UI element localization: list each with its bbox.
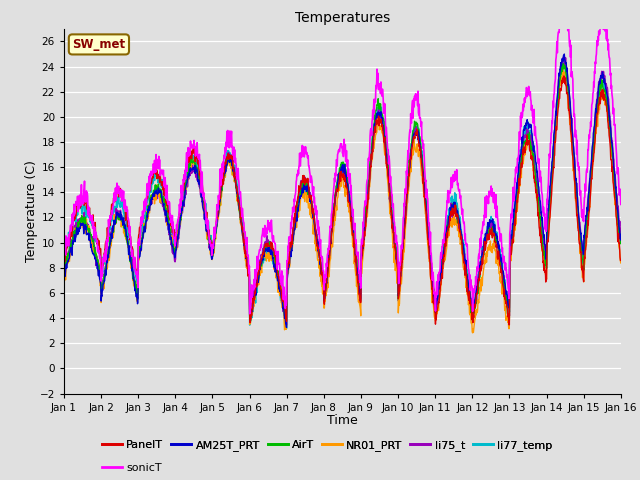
sonicT xyxy=(502,267,509,273)
PanelT xyxy=(560,73,568,79)
AirT xyxy=(184,168,191,174)
X-axis label: Time: Time xyxy=(327,414,358,427)
AirT xyxy=(468,317,476,323)
sonicT xyxy=(246,305,254,311)
NR01_PRT xyxy=(184,176,191,181)
NR01_PRT xyxy=(468,330,476,336)
li75_t xyxy=(246,315,254,321)
NR01_PRT xyxy=(170,249,178,254)
li75_t xyxy=(60,271,68,276)
NR01_PRT xyxy=(617,260,625,266)
sonicT xyxy=(551,79,559,85)
AM25T_PRT xyxy=(60,269,68,275)
AirT xyxy=(429,283,436,288)
AM25T_PRT xyxy=(502,291,509,297)
PanelT xyxy=(502,298,509,304)
Line: PanelT: PanelT xyxy=(64,76,621,325)
sonicT xyxy=(559,0,566,5)
PanelT xyxy=(60,251,68,257)
PanelT xyxy=(170,235,178,240)
PanelT xyxy=(429,294,436,300)
Legend: PanelT, AM25T_PRT, AirT, NR01_PRT, li75_t, li77_temp: PanelT, AM25T_PRT, AirT, NR01_PRT, li75_… xyxy=(97,436,557,456)
NR01_PRT xyxy=(60,278,68,284)
li75_t xyxy=(184,178,191,183)
li77_temp xyxy=(60,253,68,259)
NR01_PRT xyxy=(551,132,559,138)
AM25T_PRT xyxy=(283,324,291,330)
sonicT xyxy=(60,252,68,258)
sonicT xyxy=(617,202,625,207)
li77_temp xyxy=(502,297,509,302)
AM25T_PRT xyxy=(184,173,191,179)
Line: sonicT: sonicT xyxy=(64,2,621,314)
PanelT xyxy=(551,138,559,144)
Line: li77_temp: li77_temp xyxy=(64,60,621,328)
PanelT xyxy=(184,156,191,162)
li77_temp xyxy=(429,283,437,289)
Line: AM25T_PRT: AM25T_PRT xyxy=(64,54,621,327)
li75_t xyxy=(170,252,178,258)
AM25T_PRT xyxy=(551,120,559,126)
AirT xyxy=(502,294,509,300)
sonicT xyxy=(429,270,437,276)
AirT xyxy=(559,61,567,67)
Y-axis label: Temperature (C): Temperature (C) xyxy=(25,160,38,262)
li77_temp xyxy=(561,57,568,62)
AirT xyxy=(617,240,625,246)
Text: SW_met: SW_met xyxy=(72,38,125,51)
li77_temp xyxy=(246,318,254,324)
li77_temp xyxy=(551,130,559,135)
li75_t xyxy=(283,323,291,328)
li77_temp xyxy=(283,325,291,331)
NR01_PRT xyxy=(246,320,254,325)
NR01_PRT xyxy=(429,298,436,303)
NR01_PRT xyxy=(502,317,509,323)
AirT xyxy=(60,270,68,276)
sonicT xyxy=(170,235,178,240)
li77_temp xyxy=(170,237,178,242)
li75_t xyxy=(502,297,509,302)
PanelT xyxy=(246,320,254,325)
li75_t xyxy=(561,55,568,60)
Title: Temperatures: Temperatures xyxy=(295,11,390,25)
AM25T_PRT xyxy=(170,251,178,256)
sonicT xyxy=(184,153,191,158)
AirT xyxy=(551,132,559,138)
AM25T_PRT xyxy=(561,51,568,57)
AM25T_PRT xyxy=(429,285,437,291)
Line: AirT: AirT xyxy=(64,64,621,320)
li75_t xyxy=(617,233,625,239)
AM25T_PRT xyxy=(617,237,625,243)
Line: NR01_PRT: NR01_PRT xyxy=(64,67,621,333)
NR01_PRT xyxy=(559,64,567,70)
Line: li75_t: li75_t xyxy=(64,58,621,325)
li75_t xyxy=(429,291,437,297)
AM25T_PRT xyxy=(246,313,254,319)
sonicT xyxy=(246,311,253,317)
li75_t xyxy=(551,125,559,131)
AirT xyxy=(246,312,254,318)
PanelT xyxy=(506,322,513,328)
PanelT xyxy=(617,258,625,264)
AirT xyxy=(170,246,178,252)
li77_temp xyxy=(617,239,625,245)
li77_temp xyxy=(184,161,191,167)
